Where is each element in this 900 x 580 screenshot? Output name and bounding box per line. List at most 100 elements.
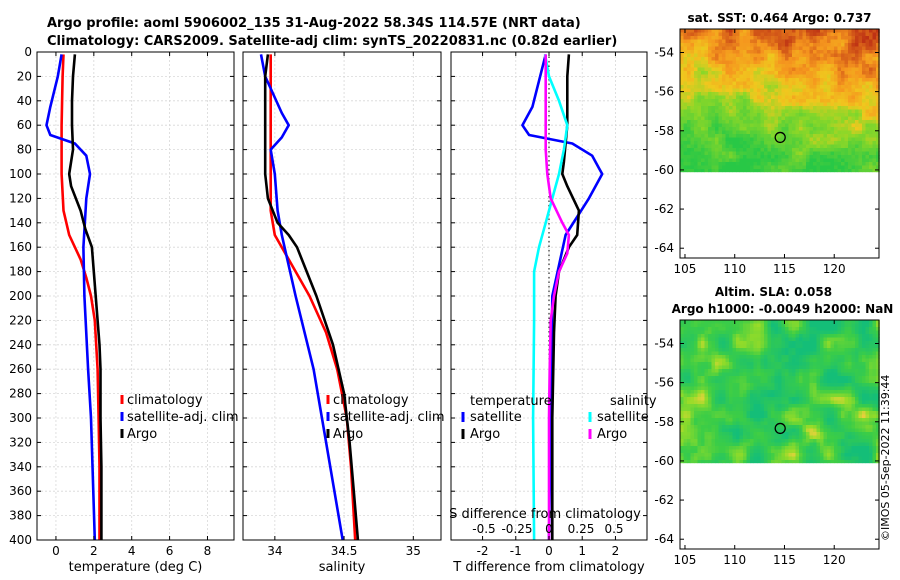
- heatmap-cell: [862, 106, 866, 110]
- heatmap-cell: [862, 435, 866, 440]
- heatmap-cell: [792, 134, 796, 138]
- heatmap-cell: [855, 127, 859, 131]
- heatmap-cell: [708, 449, 712, 454]
- heatmap-cell: [823, 134, 828, 138]
- heatmap-cell: [827, 365, 831, 370]
- heatmap-cell: [722, 393, 726, 398]
- heatmap-cell: [757, 365, 761, 370]
- heatmap-cell: [732, 376, 737, 380]
- heatmap-cell: [841, 43, 845, 47]
- heatmap-cell: [844, 411, 849, 415]
- heatmap-cell: [837, 148, 842, 152]
- heatmap-cell: [844, 106, 849, 110]
- heatmap-cell: [813, 351, 817, 356]
- heatmap-cell: [841, 109, 845, 114]
- heatmap-cell: [837, 432, 842, 436]
- heatmap-cell: [697, 397, 702, 401]
- heatmap-cell: [795, 137, 800, 142]
- heatmap-cell: [697, 169, 702, 173]
- heatmap-cell: [778, 327, 782, 331]
- heatmap-cell: [743, 50, 747, 54]
- heatmap-cell: [872, 50, 877, 54]
- heatmap-cell: [858, 337, 863, 342]
- heatmap-cell: [848, 344, 852, 349]
- heatmap-cell: [858, 60, 863, 65]
- heatmap-cell: [746, 71, 751, 75]
- heatmap-cell: [827, 407, 831, 412]
- heatmap-cell: [837, 36, 842, 40]
- heatmap-cell: [785, 404, 789, 408]
- heatmap-cell: [711, 53, 716, 58]
- heatmap-cell: [792, 355, 796, 359]
- heatmap-cell: [802, 169, 807, 173]
- heatmap-cell: [781, 449, 786, 454]
- heatmap-cell: [841, 425, 845, 429]
- heatmap-cell: [848, 400, 852, 405]
- heatmap-cell: [718, 439, 723, 443]
- heatmap-cell: [837, 365, 842, 370]
- heatmap-cell: [704, 418, 709, 422]
- heatmap-cell: [739, 148, 744, 152]
- heatmap-cell: [757, 50, 761, 54]
- heatmap-cell: [788, 369, 793, 373]
- heatmap-cell: [820, 148, 824, 152]
- heatmap-cell: [753, 418, 758, 422]
- heatmap-cell: [757, 81, 761, 86]
- heatmap-cell: [753, 327, 758, 331]
- heatmap-cell: [764, 386, 768, 391]
- heatmap-cell: [697, 57, 702, 61]
- heatmap-cell: [680, 320, 684, 324]
- heatmap-cell: [830, 407, 835, 412]
- heatmap-cell: [827, 165, 831, 170]
- heatmap-cell: [788, 386, 793, 391]
- heatmap-cell: [715, 369, 719, 373]
- heatmap-cell: [827, 29, 831, 33]
- heatmap-cell: [813, 74, 817, 79]
- heatmap-cell: [715, 134, 719, 138]
- heatmap-cell: [837, 102, 842, 107]
- heatmap-cell: [869, 337, 873, 342]
- heatmap-cell: [848, 446, 852, 450]
- heatmap-cell: [746, 148, 751, 152]
- heatmap-cell: [687, 400, 691, 405]
- heatmap-cell: [753, 29, 758, 33]
- heatmap-cell: [855, 362, 859, 366]
- heatmap-cell: [785, 390, 789, 394]
- heatmap-cell: [785, 376, 789, 380]
- heatmap-cell: [792, 120, 796, 124]
- heatmap-cell: [680, 134, 684, 138]
- heatmap-cell: [722, 453, 726, 457]
- heatmap-cell: [715, 74, 719, 79]
- heatmap-cell: [771, 130, 775, 135]
- heatmap-cell: [718, 376, 723, 380]
- heatmap-cell: [795, 320, 800, 324]
- heatmap-cell: [701, 165, 705, 170]
- heatmap-cell: [830, 57, 835, 61]
- heatmap-cell: [778, 81, 782, 86]
- heatmap-cell: [795, 407, 800, 412]
- heatmap-cell: [743, 400, 747, 405]
- heatmap-cell: [802, 365, 807, 370]
- heatmap-cell: [785, 85, 789, 89]
- heatmap-cell: [739, 106, 744, 110]
- heatmap-cell: [862, 85, 866, 89]
- heatmap-cell: [708, 64, 712, 68]
- heatmap-cell: [851, 50, 856, 54]
- heatmap-cell: [862, 130, 866, 135]
- heatmap-cell: [792, 418, 796, 422]
- heatmap-cell: [806, 67, 810, 72]
- heatmap-cell: [711, 113, 716, 117]
- heatmap-cell: [718, 334, 723, 338]
- heatmap-cell: [711, 57, 716, 61]
- heatmap-cell: [841, 351, 845, 356]
- heatmap-cell: [690, 36, 695, 40]
- heatmap-cell: [694, 418, 698, 422]
- heatmap-cell: [680, 337, 684, 342]
- heatmap-cell: [722, 397, 726, 401]
- heatmap-cell: [746, 162, 751, 166]
- heatmap-cell: [690, 344, 695, 349]
- heatmap-cell: [690, 155, 695, 159]
- heatmap-cell: [708, 320, 712, 324]
- heatmap-cell: [785, 74, 789, 79]
- heatmap-cell: [872, 32, 877, 37]
